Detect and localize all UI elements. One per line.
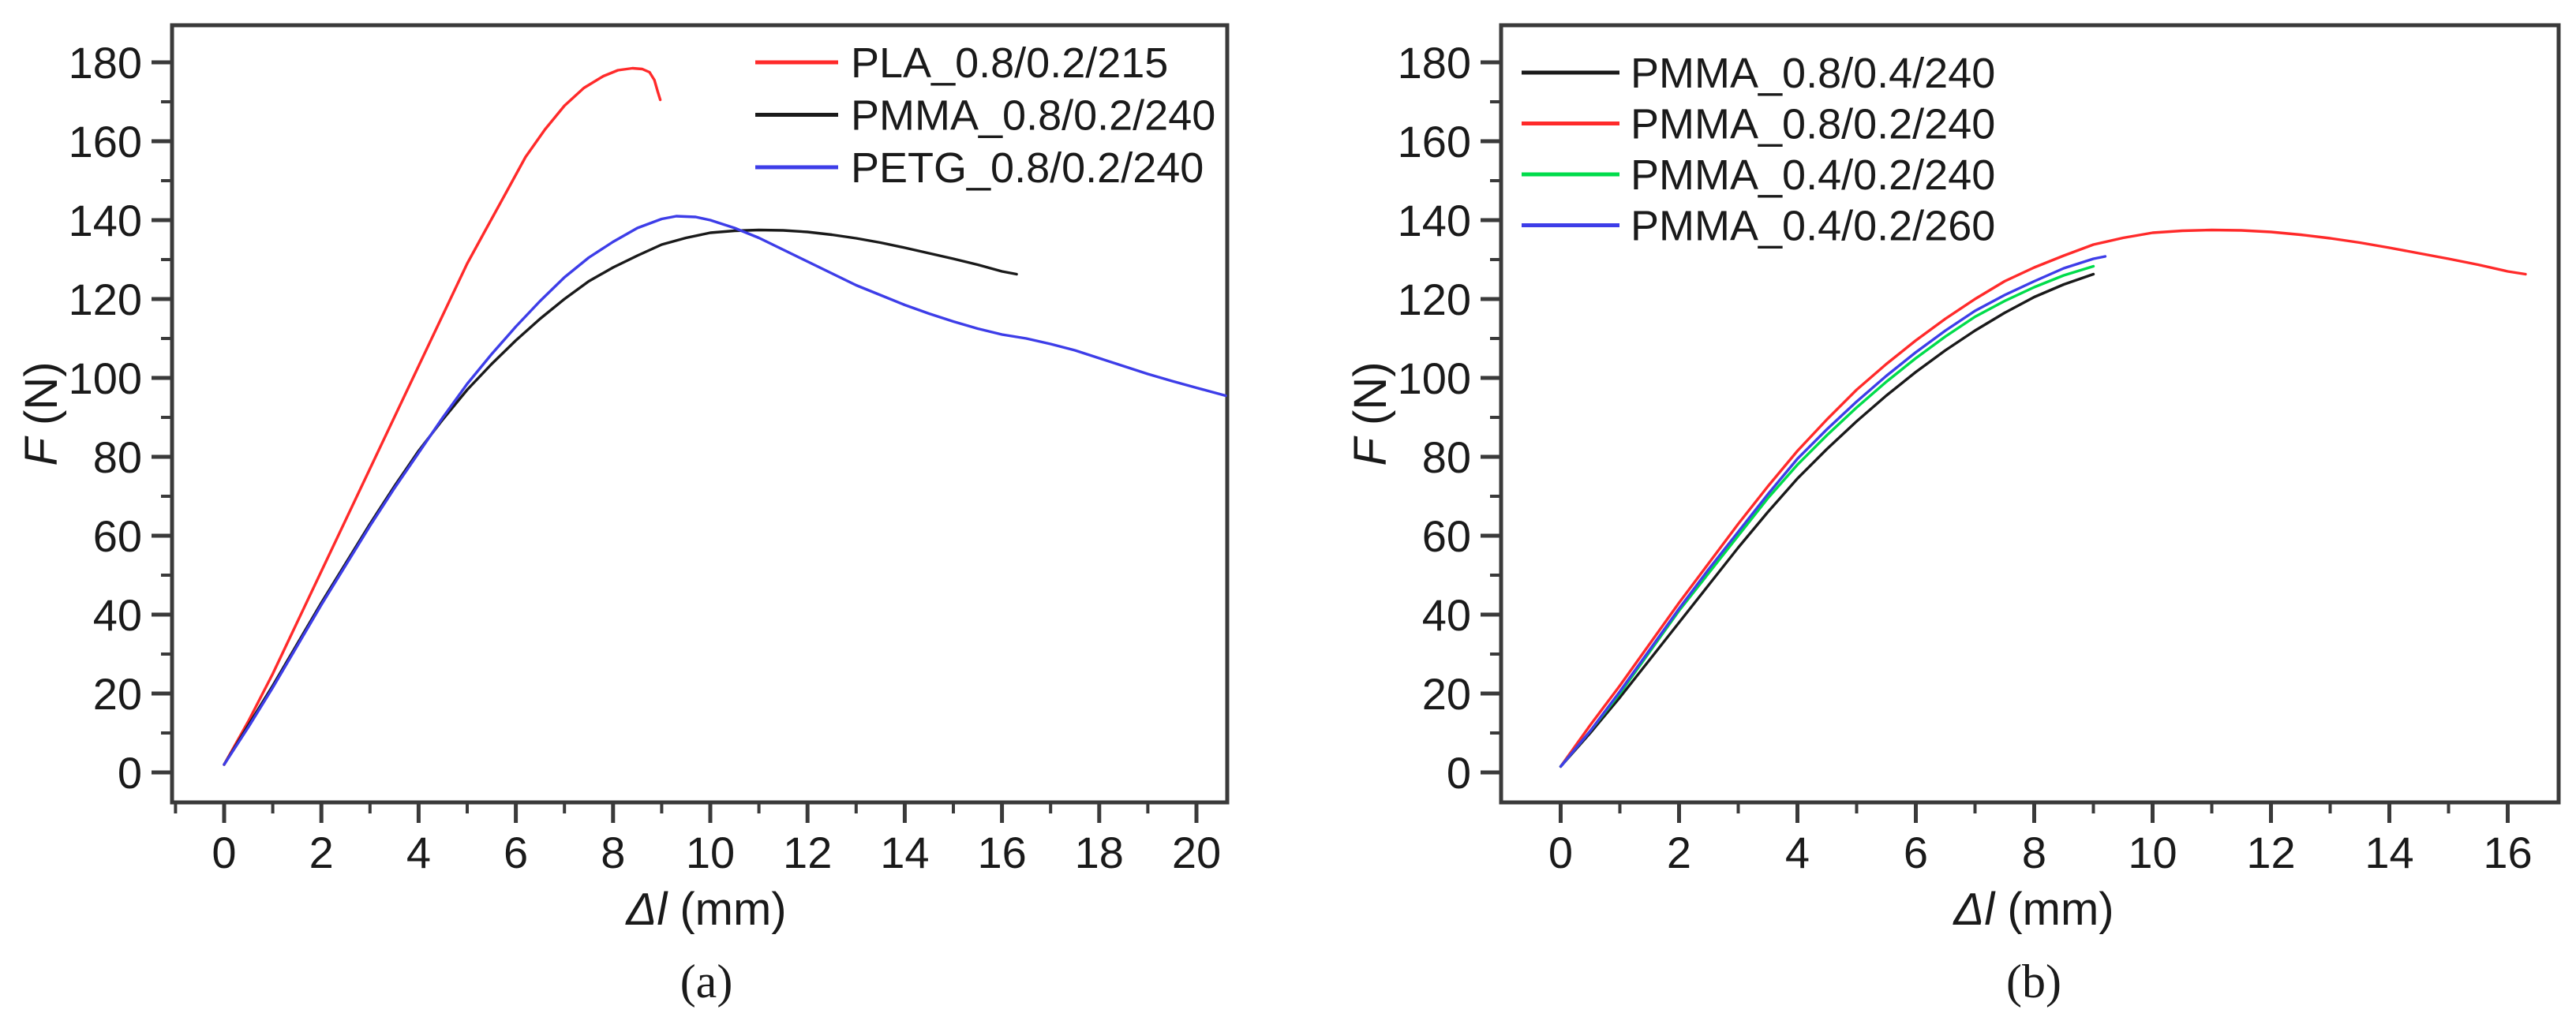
legend: PMMA_0.8/0.4/240PMMA_0.8/0.2/240PMMA_0.4… xyxy=(1522,50,1995,250)
legend-label-pmma-0-4-0-2-240: PMMA_0.4/0.2/240 xyxy=(1631,151,1995,199)
legend-label-pmma-0-8-0-2-240: PMMA_0.8/0.2/240 xyxy=(1631,101,1995,148)
panel-b: 0 20 40 60 80 100 120 140 160 180 0 2 4 6 8 10 12 14 16 PMM… xyxy=(1345,23,2561,1008)
x-tick-label: 10 xyxy=(686,828,735,877)
y-tick-label: 140 xyxy=(1398,196,1471,245)
x-tick-label: 18 xyxy=(1075,828,1124,877)
curve-pmma-0-8-0-4-240 xyxy=(1559,272,2095,768)
x-tick-label: 20 xyxy=(1172,828,1221,877)
x-tick-label: 8 xyxy=(601,828,625,877)
y-tick-label: 120 xyxy=(1398,275,1471,324)
x-tick-label: 2 xyxy=(309,828,334,877)
x-tick-label: 0 xyxy=(212,828,236,877)
y-axis-label: F (N) xyxy=(16,361,67,466)
y-tick-label: 20 xyxy=(1422,669,1471,719)
legend-label-pmma-0-8-0-2-240: PMMA_0.8/0.2/240 xyxy=(851,92,1215,140)
y-tick-label: 40 xyxy=(1422,590,1471,640)
x-tick-label: 6 xyxy=(1904,828,1928,877)
x-tick-label: 2 xyxy=(1667,828,1691,877)
y-tick-label: 0 xyxy=(118,748,142,798)
x-axis-label: Δl (mm) xyxy=(624,884,786,935)
x-tick-label: 14 xyxy=(880,828,929,877)
y-tick-label: 100 xyxy=(1398,353,1471,403)
y-tick-label: 160 xyxy=(1398,117,1471,166)
plot-frame xyxy=(170,23,1230,805)
x-axis-label: Δl (mm) xyxy=(1952,884,2114,935)
x-tick-label: 4 xyxy=(1785,828,1810,877)
y-tick-label: 20 xyxy=(93,669,142,719)
panel-caption: (b) xyxy=(2006,955,2061,1008)
y-tick-label: 120 xyxy=(69,275,142,324)
panel-caption: (a) xyxy=(680,955,733,1008)
x-tick-label: 6 xyxy=(504,828,528,877)
y-tick-label: 80 xyxy=(1422,432,1471,482)
x-tick-label: 12 xyxy=(783,828,832,877)
y-tick-label: 80 xyxy=(93,432,142,482)
y-axis-label: F (N) xyxy=(1345,361,1396,466)
legend-label-petg-0-8-0-2-240: PETG_0.8/0.2/240 xyxy=(851,144,1204,192)
x-tick-label: 4 xyxy=(406,828,431,877)
curve-pmma-0-4-0-2-260 xyxy=(1559,255,2107,768)
y-tick-label: 180 xyxy=(69,38,142,88)
y-tick-label: 60 xyxy=(93,511,142,561)
x-tick-label: 16 xyxy=(2483,828,2532,877)
y-tick-label: 140 xyxy=(69,196,142,245)
y-tick-label: 40 xyxy=(93,590,142,640)
y-tick-label: 0 xyxy=(1447,748,1471,798)
x-tick-label: 16 xyxy=(977,828,1026,877)
y-tick-label: 100 xyxy=(69,353,142,403)
y-tick-label: 160 xyxy=(69,117,142,166)
legend-label-pmma-0-4-0-2-260: PMMA_0.4/0.2/260 xyxy=(1631,203,1995,250)
legend-label-pmma-0-8-0-4-240: PMMA_0.8/0.4/240 xyxy=(1631,50,1995,97)
x-tick-label: 12 xyxy=(2246,828,2295,877)
x-tick-label: 8 xyxy=(2022,828,2046,877)
legend-label-pla-0-8-0-2-215: PLA_0.8/0.2/215 xyxy=(851,39,1168,87)
curve-petg-0-8-0-2-240 xyxy=(223,215,1227,766)
x-tick-label: 14 xyxy=(2364,828,2413,877)
y-tick-label: 60 xyxy=(1422,511,1471,561)
curve-pmma-0-8-0-2-240 xyxy=(223,228,1018,766)
panel-a: 0 20 40 60 80 100 120 140 160 180 0 2 4 6 8 10 12 14 16 18 2… xyxy=(16,23,1230,1008)
curve-pla-0-8-0-2-215 xyxy=(223,66,662,766)
x-tick-label: 10 xyxy=(2128,828,2177,877)
legend: PLA_0.8/0.2/215 PMMA_0.8/0.2/240PETG_0.8/… xyxy=(755,39,1215,192)
x-tick-label: 0 xyxy=(1548,828,1573,877)
y-tick-label: 180 xyxy=(1398,38,1471,88)
curve-pmma-0-8-0-2-240 xyxy=(1559,228,2527,768)
plot-frame xyxy=(1499,23,2561,805)
curve-pmma-0-4-0-2-240 xyxy=(1559,264,2095,768)
